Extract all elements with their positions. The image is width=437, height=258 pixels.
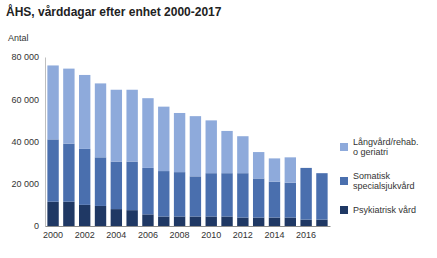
y-tick-label: 0 <box>34 221 39 231</box>
x-tick: 2006 <box>138 226 158 240</box>
x-tick: 2008 <box>170 226 190 240</box>
y-tick: 40 000 <box>11 137 45 147</box>
bar <box>63 69 74 144</box>
bar <box>206 173 217 216</box>
bar <box>79 75 90 149</box>
bar <box>221 173 232 216</box>
bar <box>253 178 264 217</box>
bar <box>126 162 137 211</box>
bar <box>174 172 185 216</box>
bar <box>285 218 296 226</box>
bar <box>63 202 74 226</box>
x-tick-label: 2010 <box>201 230 221 240</box>
y-tick-label: 40 000 <box>11 137 39 147</box>
bar <box>47 202 58 226</box>
x-tick-label: 2016 <box>296 230 316 240</box>
x-tick: 2004 <box>106 226 126 240</box>
bar <box>206 216 217 226</box>
legend-swatch <box>340 206 348 214</box>
bar <box>316 220 327 226</box>
legend-label: Psykiatrisk vård <box>353 205 416 215</box>
x-tick-label: 2008 <box>170 230 190 240</box>
y-tick-label: 80 000 <box>11 52 39 62</box>
x-tick-label: 2002 <box>75 230 95 240</box>
y-axis-title: Antal <box>8 33 29 43</box>
bar <box>221 216 232 226</box>
bar <box>95 157 106 206</box>
bar <box>285 157 296 182</box>
bar <box>269 182 280 218</box>
bar <box>190 116 201 176</box>
x-tick: 2010 <box>201 226 221 240</box>
bar <box>126 90 137 162</box>
y-axis: 0 20 000 40 000 60 000 80 000 <box>11 52 45 231</box>
bar <box>111 209 122 226</box>
bar <box>47 139 58 201</box>
x-tick-label: 2000 <box>43 230 63 240</box>
x-tick: 2000 <box>43 226 63 240</box>
x-tick-label: 2014 <box>264 230 284 240</box>
bar <box>174 113 185 172</box>
bar <box>79 205 90 226</box>
y-tick-label: 60 000 <box>11 95 39 105</box>
x-tick-label: 2012 <box>233 230 253 240</box>
x-tick-label: 2004 <box>106 230 126 240</box>
chart: ÅHS, vårddagar efter enhet 2000-2017 Anta… <box>0 0 437 258</box>
bar <box>95 83 106 157</box>
bar <box>316 173 327 174</box>
bar <box>158 107 169 171</box>
bar <box>95 206 106 226</box>
bar <box>221 131 232 173</box>
bar <box>142 214 153 226</box>
x-tick-label: 2006 <box>138 230 158 240</box>
y-tick: 60 000 <box>11 95 45 105</box>
bar <box>126 210 137 226</box>
bar <box>142 168 153 214</box>
bar <box>237 218 248 226</box>
bar <box>300 220 311 226</box>
bar <box>237 173 248 217</box>
x-axis: 2000 2002 2004 2006 2008 2010 2012 2014 2016 <box>43 226 330 240</box>
y-tick: 80 000 <box>11 52 45 62</box>
bar <box>237 136 248 173</box>
bar <box>316 173 327 219</box>
x-tick: 2014 <box>264 226 284 240</box>
bar <box>63 144 74 202</box>
bar <box>190 176 201 216</box>
x-axis-line <box>46 226 331 227</box>
y-tick-label: 20 000 <box>11 179 39 189</box>
bar <box>269 158 280 181</box>
y-axis-line <box>45 58 46 227</box>
bar <box>269 218 280 226</box>
x-tick: 2002 <box>75 226 95 240</box>
bar <box>158 216 169 226</box>
bar <box>300 168 311 220</box>
y-tick: 20 000 <box>11 179 45 189</box>
bars <box>47 65 327 226</box>
bar <box>142 98 153 168</box>
bar <box>300 167 311 168</box>
bar <box>158 171 169 216</box>
plot: 020 00040 00060 00080 000200020022004200… <box>11 52 330 240</box>
bar <box>206 120 217 173</box>
bar <box>285 183 296 218</box>
bar <box>190 216 201 226</box>
bar <box>253 152 264 178</box>
legend-label: Somatiskspecialsjukvård <box>353 171 415 191</box>
legend-swatch <box>340 177 348 185</box>
bar <box>111 162 122 210</box>
title: ÅHS, vårddagar efter enhet 2000-2017 <box>6 4 222 19</box>
bar <box>47 65 58 139</box>
x-tick: 2016 <box>296 226 316 240</box>
legend-swatch <box>340 143 348 151</box>
bar <box>79 149 90 205</box>
bar <box>111 90 122 162</box>
x-tick: 2012 <box>233 226 253 240</box>
legend-label: Långvård/rehab.o geriatri <box>353 137 419 157</box>
bar <box>253 218 264 226</box>
bar <box>174 216 185 226</box>
legend: Långvård/rehab.o geriatri Somatiskspecial… <box>340 137 419 215</box>
